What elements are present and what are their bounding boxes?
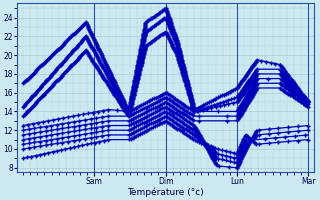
X-axis label: Température (°c): Température (°c) [127,187,204,197]
